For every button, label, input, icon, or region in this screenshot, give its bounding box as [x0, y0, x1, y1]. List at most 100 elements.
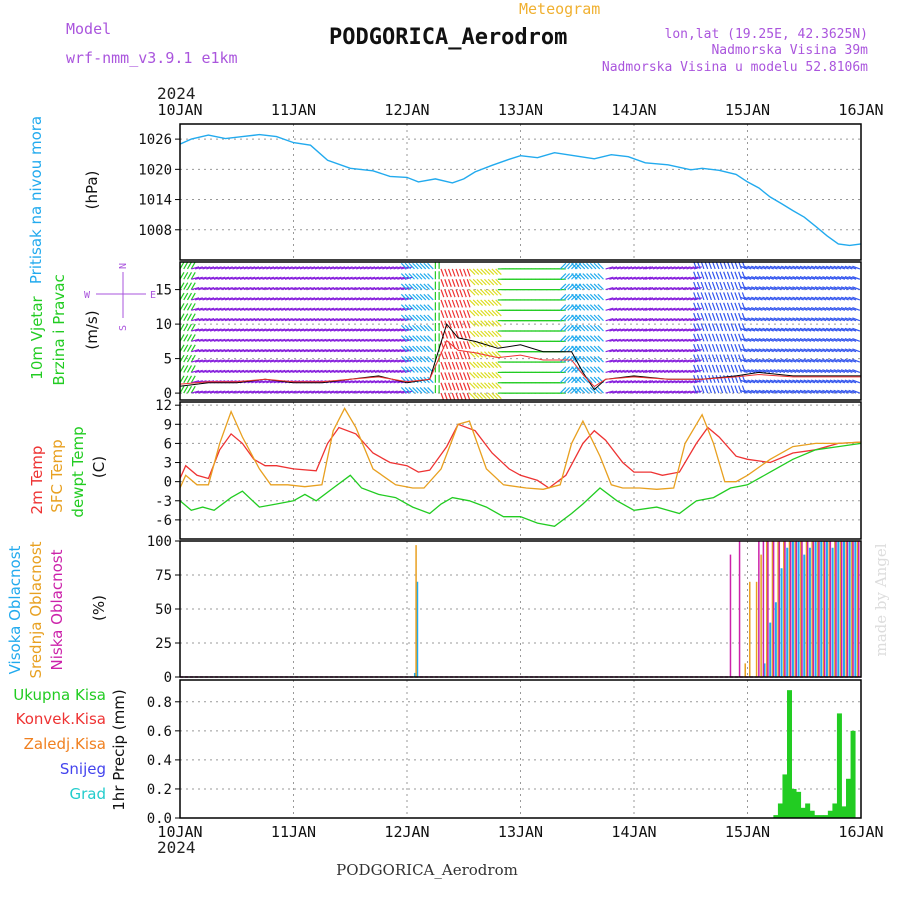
cloud-axis-unit: (%)	[90, 595, 108, 621]
panel-frame-0	[179, 123, 862, 261]
wind-arrow	[281, 317, 290, 322]
wind-arrow	[352, 266, 361, 270]
precip-axis-title: 1hr Precip (mm)	[110, 689, 128, 810]
wind-arrow	[329, 338, 338, 342]
wind-arrow	[447, 320, 452, 329]
wind-arrow	[476, 371, 483, 379]
wind-arrow	[209, 338, 218, 342]
wind-arrow	[639, 369, 648, 373]
wind-arrow	[370, 266, 380, 270]
wind-arrow	[818, 348, 827, 353]
wind-arrow	[303, 266, 312, 270]
wind-arrow	[462, 341, 467, 350]
wind-arrow	[605, 297, 614, 301]
wind-compass-icon: N W E S	[84, 263, 156, 331]
wind-arrow	[232, 359, 241, 363]
wind-arrow	[686, 390, 695, 394]
wind-arrow	[367, 286, 376, 291]
wind-arrow	[277, 307, 286, 311]
wind-arrow	[292, 266, 301, 270]
wind-arrow	[743, 379, 752, 384]
wind-arrow	[186, 292, 193, 301]
wind-arrow	[427, 324, 434, 332]
wind-arrow	[299, 297, 308, 301]
wind-arrow	[780, 307, 789, 311]
wind-arrow	[447, 268, 452, 277]
wind-arrow	[730, 312, 735, 321]
wind-arrow	[209, 359, 218, 363]
wind-arrow	[682, 266, 691, 270]
wind-arrow	[288, 328, 297, 332]
wind-arrow	[739, 296, 748, 301]
wind-arrow	[314, 307, 323, 311]
wind-arrow	[829, 286, 838, 291]
wind-arrow	[254, 349, 263, 353]
wind-arrow	[311, 359, 320, 363]
wind-arrow	[814, 317, 823, 322]
wind-arrow	[476, 330, 483, 338]
wind-arrow	[378, 297, 387, 301]
wind-arrow	[597, 283, 604, 291]
wind-arrow	[578, 376, 586, 384]
wind-arrow	[466, 299, 471, 308]
wind-arrow	[852, 296, 861, 301]
wind-arrow	[269, 349, 278, 353]
wind-arrow	[404, 345, 412, 353]
wind-arrow	[690, 286, 699, 291]
wind-arrow	[645, 359, 654, 363]
wind-arrow	[487, 309, 495, 317]
wind-arrow	[747, 307, 756, 311]
wind-arrow	[292, 317, 301, 322]
elevation-text: Nadmorska Visina 39m	[711, 43, 868, 58]
wind-arrow	[194, 338, 203, 342]
wind-arrow	[734, 312, 739, 321]
wind-arrow	[780, 379, 789, 384]
wind-arrow	[829, 389, 838, 394]
wind-arrow	[311, 369, 320, 373]
wind-arrow	[206, 276, 215, 280]
wind-arrow	[738, 302, 742, 311]
wind-arrow	[734, 292, 739, 301]
wind-arrow	[341, 317, 350, 322]
wind-arrow	[648, 328, 657, 332]
wind-arrow	[444, 330, 449, 339]
wind-arrow	[269, 276, 278, 280]
wind-arrow	[708, 323, 712, 332]
wind-arrow	[480, 278, 487, 286]
wind-arrow	[329, 390, 338, 394]
wind-arrow	[609, 266, 618, 270]
wind-arrow	[747, 389, 756, 394]
wind-arrow	[348, 266, 357, 270]
wind-arrow	[427, 273, 434, 280]
wind-arrow	[247, 297, 256, 301]
wind-arrow	[466, 361, 471, 370]
wind-arrow	[696, 385, 701, 394]
wind-arrow	[663, 369, 672, 373]
wind-arrow	[660, 338, 669, 342]
wind-arrow	[440, 268, 445, 277]
wind-arrow	[696, 323, 701, 332]
wind-arrow	[792, 327, 801, 332]
wind-arrow	[495, 351, 502, 358]
wind-arrow	[213, 369, 222, 373]
wind-arrow	[459, 372, 464, 381]
wind-arrow	[773, 327, 782, 332]
wind-arrow	[690, 349, 699, 353]
wind-arrow	[314, 328, 323, 332]
wind-arrow	[656, 390, 665, 394]
wind-arrow	[186, 344, 193, 353]
wind-arrow	[451, 351, 456, 360]
wind-arrow	[788, 307, 797, 311]
wind-arrow	[663, 359, 672, 363]
wind-arrow	[784, 358, 793, 363]
wind-arrow	[393, 369, 402, 373]
meteogram-label: Meteogram	[519, 0, 600, 18]
wind-arrow	[190, 385, 196, 394]
wind-arrow	[355, 276, 365, 280]
wind-arrow	[221, 286, 230, 291]
wind-arrow	[780, 358, 789, 363]
wind-arrow	[427, 355, 434, 363]
wind-arrow	[412, 304, 419, 311]
x-tick-label-top: 12JAN	[384, 101, 429, 119]
wind-arrow	[292, 369, 301, 373]
